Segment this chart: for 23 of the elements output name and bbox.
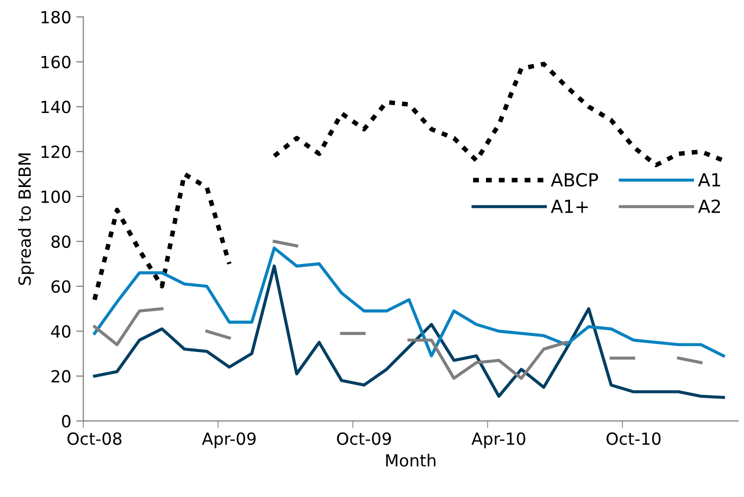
y-tick-label: 180 bbox=[42, 10, 70, 24]
y-tick-label: 100 bbox=[42, 190, 70, 204]
legend-label: A1 bbox=[698, 173, 720, 186]
legend-label: A2 bbox=[698, 200, 720, 213]
x-tick-label: Apr-09 bbox=[202, 432, 256, 448]
x-tick-label: Apr-10 bbox=[471, 432, 526, 448]
y-tick-label: 140 bbox=[42, 100, 70, 114]
y-tick-label: 40 bbox=[51, 325, 70, 338]
x-tick-label: Oct-10 bbox=[606, 432, 661, 445]
legend-label: A1+ bbox=[550, 200, 588, 213]
line-series bbox=[93, 264, 725, 399]
y-tick-label: 120 bbox=[42, 146, 70, 158]
y-tick-label: 20 bbox=[52, 370, 70, 383]
legend-label: ABCP bbox=[550, 173, 598, 187]
y-axis-title: Spread to BKBM bbox=[18, 153, 34, 285]
x-axis-title: Month bbox=[386, 454, 436, 467]
line-series bbox=[93, 246, 725, 358]
y-tick-label: 0 bbox=[62, 414, 70, 428]
x-tick-label: Oct-08 bbox=[67, 432, 122, 445]
x-tick-label: Oct-09 bbox=[337, 432, 391, 445]
y-tick-label: 80 bbox=[51, 235, 70, 248]
y-tick-label: 60 bbox=[51, 280, 70, 293]
y-tick-label: 160 bbox=[42, 56, 70, 68]
